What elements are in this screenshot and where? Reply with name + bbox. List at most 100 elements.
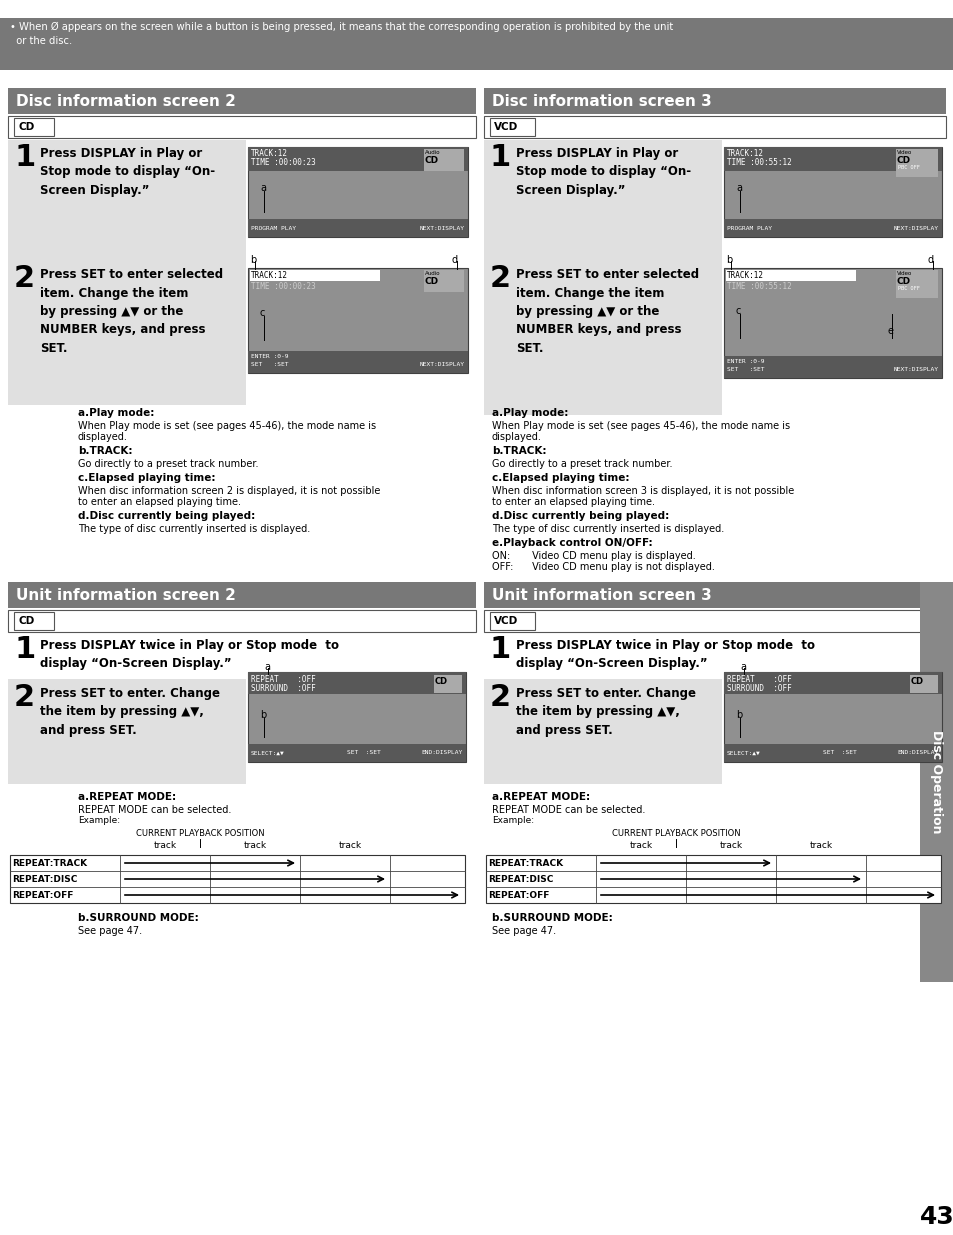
Bar bbox=[8, 582, 476, 608]
Text: SELECT:▲▼: SELECT:▲▼ bbox=[726, 751, 760, 756]
Text: Audio: Audio bbox=[424, 270, 440, 275]
Bar bbox=[723, 356, 941, 378]
Bar bbox=[723, 147, 941, 170]
Bar bbox=[483, 88, 945, 114]
Bar bbox=[423, 270, 463, 291]
Text: TRACK:12: TRACK:12 bbox=[251, 149, 288, 158]
Text: SURROUND  :OFF: SURROUND :OFF bbox=[726, 684, 791, 693]
Text: ON:       Video CD menu play is displayed.: ON: Video CD menu play is displayed. bbox=[492, 551, 695, 561]
Text: CD: CD bbox=[896, 277, 910, 287]
Text: a: a bbox=[260, 183, 266, 193]
Text: VCD: VCD bbox=[494, 616, 517, 626]
Text: or the disc.: or the disc. bbox=[10, 36, 72, 46]
Bar bbox=[909, 676, 937, 693]
Text: CD: CD bbox=[910, 677, 923, 685]
Text: e.Playback control ON/OFF:: e.Playback control ON/OFF: bbox=[492, 538, 652, 548]
Text: Disc information screen 3: Disc information screen 3 bbox=[492, 94, 711, 109]
Text: 2: 2 bbox=[490, 683, 511, 713]
Text: displayed.: displayed. bbox=[78, 432, 128, 442]
Text: Disc information screen 2: Disc information screen 2 bbox=[16, 94, 235, 109]
Text: OFF:      Video CD menu play is not displayed.: OFF: Video CD menu play is not displayed… bbox=[492, 562, 714, 572]
Text: The type of disc currently inserted is displayed.: The type of disc currently inserted is d… bbox=[492, 524, 723, 534]
Text: Press DISPLAY twice in Play or Stop mode  to
display “On-Screen Display.”: Press DISPLAY twice in Play or Stop mode… bbox=[516, 638, 814, 671]
Text: a: a bbox=[740, 662, 745, 672]
Text: Video: Video bbox=[896, 270, 911, 275]
Text: displayed.: displayed. bbox=[492, 432, 541, 442]
Bar bbox=[723, 672, 941, 762]
Bar bbox=[8, 679, 246, 784]
Text: 1: 1 bbox=[490, 143, 511, 172]
Bar bbox=[723, 268, 941, 378]
Text: SET   :SET: SET :SET bbox=[726, 367, 763, 372]
Text: REPEAT:OFF: REPEAT:OFF bbox=[488, 890, 549, 899]
Bar bbox=[8, 261, 246, 405]
Text: 2: 2 bbox=[490, 264, 511, 293]
Bar bbox=[14, 119, 54, 136]
Text: END:DISPLAY: END:DISPLAY bbox=[421, 751, 462, 756]
Text: ENTER :0-9: ENTER :0-9 bbox=[726, 359, 763, 364]
Text: b: b bbox=[725, 254, 732, 266]
Text: CD: CD bbox=[435, 677, 448, 685]
Bar bbox=[434, 676, 461, 693]
Text: REPEAT:TRACK: REPEAT:TRACK bbox=[488, 858, 562, 867]
Bar bbox=[895, 149, 937, 177]
Text: track: track bbox=[153, 841, 176, 850]
Text: PROGRAM PLAY: PROGRAM PLAY bbox=[726, 226, 771, 231]
Text: Unit information screen 2: Unit information screen 2 bbox=[16, 588, 235, 603]
Text: b: b bbox=[260, 710, 266, 720]
Text: Press SET to enter selected
item. Change the item
by pressing ▲▼ or the
NUMBER k: Press SET to enter selected item. Change… bbox=[40, 268, 223, 354]
Text: When Play mode is set (see pages 45-46), the mode name is: When Play mode is set (see pages 45-46),… bbox=[78, 421, 375, 431]
Text: REPEAT MODE can be selected.: REPEAT MODE can be selected. bbox=[78, 805, 232, 815]
Text: Unit information screen 3: Unit information screen 3 bbox=[492, 588, 711, 603]
Text: See page 47.: See page 47. bbox=[492, 926, 556, 936]
Text: b.TRACK:: b.TRACK: bbox=[78, 446, 132, 456]
Text: SET  :SET: SET :SET bbox=[347, 751, 380, 756]
Bar bbox=[723, 743, 941, 762]
Text: PROGRAM PLAY: PROGRAM PLAY bbox=[251, 226, 295, 231]
Text: c: c bbox=[260, 308, 265, 317]
Text: d: d bbox=[927, 254, 933, 266]
Bar bbox=[8, 116, 476, 138]
Text: REPEAT    :OFF: REPEAT :OFF bbox=[726, 676, 791, 684]
Text: SELECT:▲▼: SELECT:▲▼ bbox=[251, 751, 284, 756]
Text: CD: CD bbox=[424, 156, 438, 165]
Text: SET  :SET: SET :SET bbox=[822, 751, 856, 756]
Text: Video: Video bbox=[896, 149, 911, 156]
Text: TIME :00:00:23: TIME :00:00:23 bbox=[251, 158, 315, 167]
Text: SET   :SET: SET :SET bbox=[251, 362, 288, 367]
Bar bbox=[895, 270, 937, 298]
Text: VCD: VCD bbox=[494, 122, 517, 132]
Bar bbox=[10, 855, 464, 903]
Bar bbox=[8, 610, 476, 632]
Bar bbox=[248, 147, 468, 237]
Bar bbox=[490, 119, 535, 136]
Text: See page 47.: See page 47. bbox=[78, 926, 142, 936]
Bar bbox=[248, 672, 465, 762]
Bar bbox=[248, 268, 468, 373]
Text: Go directly to a preset track number.: Go directly to a preset track number. bbox=[492, 459, 672, 469]
Text: a.REPEAT MODE:: a.REPEAT MODE: bbox=[78, 792, 176, 802]
Text: When disc information screen 2 is displayed, it is not possible: When disc information screen 2 is displa… bbox=[78, 487, 380, 496]
Text: track: track bbox=[338, 841, 361, 850]
Text: 43: 43 bbox=[919, 1205, 953, 1229]
Text: Press DISPLAY twice in Play or Stop mode  to
display “On-Screen Display.”: Press DISPLAY twice in Play or Stop mode… bbox=[40, 638, 338, 671]
Text: b.SURROUND MODE:: b.SURROUND MODE: bbox=[78, 913, 198, 923]
Text: REPEAT    :OFF: REPEAT :OFF bbox=[251, 676, 315, 684]
Text: CD: CD bbox=[19, 122, 35, 132]
Text: When disc information screen 3 is displayed, it is not possible: When disc information screen 3 is displa… bbox=[492, 487, 794, 496]
Text: 2: 2 bbox=[14, 264, 35, 293]
Text: SURROUND  :OFF: SURROUND :OFF bbox=[251, 684, 315, 693]
Text: NEXT:DISPLAY: NEXT:DISPLAY bbox=[893, 367, 938, 372]
Bar bbox=[423, 149, 463, 170]
Text: 1: 1 bbox=[14, 635, 35, 664]
Bar bbox=[723, 672, 941, 694]
Text: d.Disc currently being played:: d.Disc currently being played: bbox=[492, 511, 669, 521]
Text: END:DISPLAY: END:DISPLAY bbox=[897, 751, 938, 756]
Text: Example:: Example: bbox=[78, 816, 120, 825]
Text: REPEAT:TRACK: REPEAT:TRACK bbox=[12, 858, 87, 867]
Text: NEXT:DISPLAY: NEXT:DISPLAY bbox=[419, 226, 464, 231]
Text: Audio: Audio bbox=[424, 149, 440, 156]
Bar bbox=[8, 140, 246, 261]
Text: a: a bbox=[264, 662, 270, 672]
Text: a.REPEAT MODE:: a.REPEAT MODE: bbox=[492, 792, 590, 802]
